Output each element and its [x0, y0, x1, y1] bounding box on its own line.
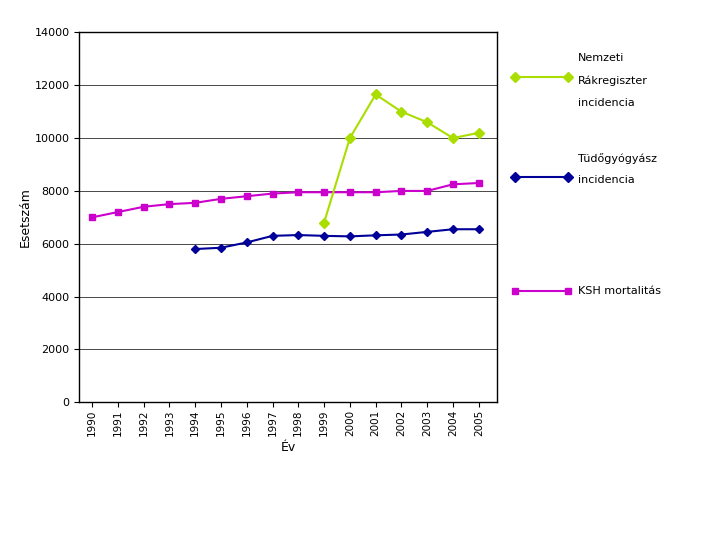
Text: 5: 5 [690, 521, 698, 534]
Text: 2007-02-16: 2007-02-16 [306, 522, 371, 532]
Text: KSH, Nemzeti Rákregiszter, Tüdőgyógyászati hálózat: KSH, Nemzeti Rákregiszter, Tüdőgyógyásza… [127, 485, 550, 502]
Text: Tüdőgyógyász: Tüdőgyógyász [577, 153, 657, 164]
Text: incidencia: incidencia [577, 176, 634, 185]
Y-axis label: Esetszám: Esetszám [19, 187, 32, 247]
Text: Tüdőrák-incidencia és -mortalitás adatok 1995-2005,: Tüdőrák-incidencia és -mortalitás adatok… [126, 454, 551, 469]
Text: incidencia: incidencia [577, 98, 634, 107]
Text: KSH mortalitás: KSH mortalitás [577, 286, 661, 296]
Text: Nemzeti: Nemzeti [577, 53, 624, 63]
Text: Rákregiszter: Rákregiszter [577, 75, 647, 86]
X-axis label: Év: Év [280, 441, 296, 454]
